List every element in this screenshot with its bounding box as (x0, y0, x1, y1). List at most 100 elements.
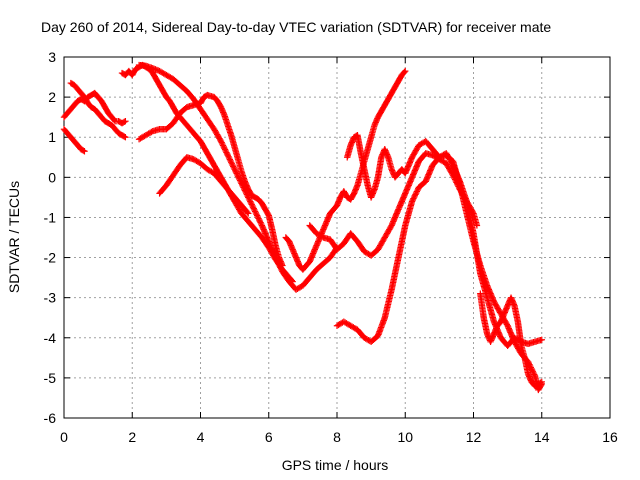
data-point (408, 198, 416, 205)
data-point (414, 186, 421, 194)
data-point (218, 139, 225, 146)
data-point (245, 210, 252, 217)
data-point (234, 171, 241, 179)
data-point (245, 195, 253, 202)
data-point (249, 202, 256, 210)
data-point (219, 142, 227, 149)
x-tick-label: 8 (333, 429, 341, 445)
data-point (253, 212, 261, 219)
data-point (236, 177, 244, 184)
data-point (217, 138, 225, 145)
data-point (528, 367, 536, 374)
data-point (81, 148, 88, 155)
data-point (122, 134, 129, 141)
data-point (247, 199, 255, 207)
data-point (231, 166, 238, 173)
data-point (279, 262, 286, 269)
data-point (410, 195, 417, 202)
data-point (245, 194, 252, 201)
y-tick-label: 0 (48, 169, 56, 185)
data-point (225, 153, 232, 160)
x-tick-label: 12 (466, 429, 482, 445)
data-point (249, 204, 257, 211)
data-point (233, 170, 240, 177)
data-point (230, 163, 237, 170)
data-point (473, 222, 481, 229)
data-point (277, 265, 285, 272)
data-point (538, 378, 545, 386)
data-point (225, 154, 233, 162)
x-tick-label: 0 (60, 429, 68, 445)
data-point (247, 198, 254, 205)
data-point (238, 180, 245, 187)
data-point (222, 147, 229, 155)
data-point (235, 174, 242, 181)
data-point (224, 152, 231, 159)
x-tick-label: 14 (534, 429, 550, 445)
data-point (531, 371, 538, 378)
y-tick-label: 1 (48, 129, 56, 145)
data-point (402, 67, 409, 75)
data-point (250, 205, 257, 212)
data-point (257, 219, 264, 226)
data-point (412, 189, 420, 197)
series-7 (156, 154, 252, 217)
data-point (256, 218, 264, 225)
y-tick-label: -4 (44, 330, 57, 346)
y-tick-label: 2 (48, 89, 56, 105)
data-point (252, 209, 259, 217)
data-point (248, 201, 255, 208)
data-point (229, 161, 236, 169)
data-point (258, 220, 265, 228)
data-point (253, 211, 260, 218)
series-12 (477, 290, 545, 390)
data-point (223, 150, 231, 158)
x-axis-label: GPS time / hours (282, 457, 389, 473)
data-point (219, 140, 226, 148)
y-tick-label: -5 (44, 370, 57, 386)
data-point (121, 118, 128, 126)
data-point (228, 159, 235, 166)
x-tick-label: 10 (397, 429, 413, 445)
data-point (236, 175, 243, 183)
x-tick-label: 2 (128, 429, 136, 445)
data-point (226, 156, 234, 163)
data-point (251, 206, 258, 214)
series-2 (60, 89, 129, 127)
data-point (221, 145, 228, 152)
data-point (410, 193, 418, 201)
data-point (122, 117, 129, 125)
y-tick-label: -2 (44, 250, 57, 266)
data-point (228, 160, 236, 167)
data-point (413, 188, 421, 195)
data-point (255, 215, 262, 222)
y-axis-label: SDTVAR / TECUs (6, 181, 22, 293)
series-3 (67, 79, 129, 141)
chart-title: Day 260 of 2014, Sidereal Day-to-day VTE… (41, 19, 551, 35)
x-tick-label: 16 (602, 429, 618, 445)
data-point (528, 365, 535, 373)
data-point (409, 196, 416, 204)
data-point (230, 164, 238, 172)
data-point (254, 213, 262, 221)
data-point (232, 168, 240, 176)
data-point (220, 143, 227, 151)
data-point (217, 136, 224, 144)
data-point (238, 181, 246, 188)
x-tick-label: 6 (265, 429, 273, 445)
data-point (221, 146, 229, 153)
data-marks (60, 61, 545, 394)
data-point (251, 208, 259, 215)
y-tick-label: 3 (48, 49, 56, 65)
data-point (529, 368, 537, 375)
data-point (227, 157, 234, 165)
x-tick-label: 4 (197, 429, 205, 445)
data-point (537, 379, 544, 386)
data-point (412, 191, 419, 198)
y-tick-label: -3 (44, 290, 57, 306)
data-point (234, 173, 242, 180)
data-point (246, 196, 253, 204)
